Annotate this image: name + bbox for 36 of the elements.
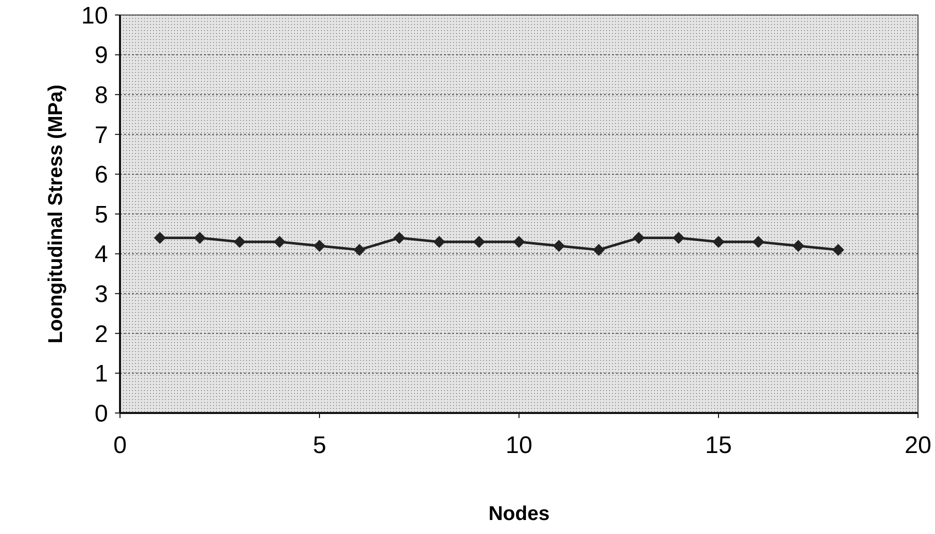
point — [792, 240, 804, 252]
point — [513, 236, 525, 248]
y-tick-label: 5 — [94, 201, 108, 228]
y-tick-label: 10 — [81, 2, 108, 30]
point — [712, 236, 724, 248]
x-tick-label: 0 — [113, 432, 127, 459]
point — [194, 232, 206, 244]
point — [353, 244, 366, 256]
y-tick-label: 3 — [94, 281, 108, 308]
y-tick-label: 2 — [94, 320, 108, 348]
point — [473, 236, 486, 248]
y-tick-label: 0 — [94, 400, 108, 428]
y-tick-label: 7 — [94, 122, 108, 149]
point — [274, 236, 286, 248]
y-tick-label: 1 — [94, 360, 108, 388]
y-tick-label: 9 — [94, 42, 108, 70]
point — [632, 232, 645, 244]
point — [552, 240, 565, 252]
x-tick-label: 20 — [904, 432, 932, 459]
x-axis-title: Nodes — [488, 503, 550, 525]
point — [592, 244, 605, 256]
x-tick-label: 5 — [312, 432, 326, 459]
point — [234, 236, 246, 248]
x-tick-label: 10 — [506, 432, 532, 459]
y-tick-label: 8 — [94, 82, 108, 109]
point — [672, 232, 685, 244]
point — [314, 240, 326, 252]
y-axis-title: Loongitudinal Stress (MPa) — [45, 84, 67, 344]
x-tick-label: 15 — [705, 432, 732, 459]
point — [832, 244, 844, 256]
y-tick-label: 4 — [94, 241, 108, 268]
point — [752, 236, 764, 248]
y-tick-label: 6 — [94, 162, 108, 189]
point — [393, 232, 406, 244]
point — [433, 236, 446, 248]
point — [154, 232, 166, 244]
